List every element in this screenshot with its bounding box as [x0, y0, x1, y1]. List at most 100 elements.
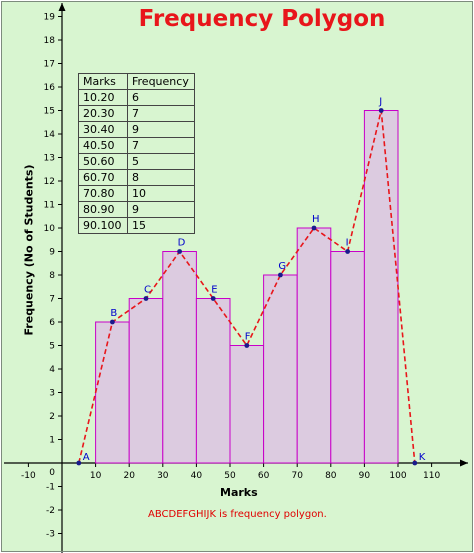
y-tick-label: 5: [49, 342, 55, 352]
y-tick-label: 12: [44, 177, 55, 187]
table-cell-marks: 80.90: [78, 201, 128, 218]
polygon-point: [110, 319, 115, 325]
polygon-point-label: H: [312, 214, 320, 225]
table-row: 10.20 6: [78, 89, 195, 106]
y-tick-label: 4: [49, 365, 55, 375]
table-cell-marks: 30.40: [78, 121, 128, 138]
histogram-bar: [95, 321, 130, 464]
table-cell-marks: 60.70: [78, 169, 128, 186]
origin-label: 0: [49, 468, 55, 478]
frequency-table-body: Marks Frequency 10.20 6 20.30 7 30.40 9 40.50 7 50…: [78, 73, 195, 234]
x-tick-label: 40: [191, 471, 203, 481]
table-cell-marks: 90.100: [78, 217, 128, 234]
histogram-bar: [363, 110, 399, 464]
x-tick-label: 60: [258, 471, 270, 481]
polygon-point-label: J: [378, 97, 382, 108]
y-tick-label: -2: [46, 506, 55, 516]
y-tick-label: 19: [44, 13, 56, 23]
histogram-bar: [162, 251, 197, 464]
polygon-point: [278, 272, 283, 278]
y-axis-label: Frequency (No of Students): [22, 164, 36, 336]
histogram-bar: [296, 227, 332, 464]
polygon-annotation: ABCDEFGHIJK is frequency polygon.: [148, 509, 327, 520]
table-cell-marks: Marks: [78, 73, 128, 90]
table-row: 90.100 15: [78, 217, 195, 234]
table-cell-frequency: 15: [127, 217, 195, 234]
chart-title: Frequency Polygon: [138, 6, 386, 32]
polygon-point: [244, 343, 250, 348]
y-tick-label: 14: [44, 130, 56, 140]
y-tick-label: 18: [44, 36, 56, 46]
table-row: 20.30 7: [78, 105, 195, 122]
polygon-point-label: F: [245, 332, 251, 343]
polygon-points: A B C D E F G H I J K: [76, 97, 426, 466]
x-axis-label: Marks: [220, 486, 258, 499]
y-tick-label: 16: [44, 83, 56, 93]
polygon-point: [210, 296, 216, 301]
x-axis-arrow: [460, 459, 468, 467]
x-tick-label: 110: [423, 471, 440, 481]
frequency-table: Marks Frequency 10.20 6 20.30 7 30.40 9 40.50 7 50…: [78, 73, 195, 234]
bars: [95, 110, 399, 464]
histogram-bar: [128, 298, 164, 464]
y-tick-label: 2: [49, 412, 55, 422]
y-tick-label: 15: [44, 107, 55, 117]
table-row: 60.70 8: [78, 169, 195, 186]
y-tick-label: 7: [49, 295, 55, 305]
x-tick-label: 30: [157, 471, 169, 481]
polygon-point: [345, 249, 350, 254]
x-tick-label: 10: [90, 471, 102, 481]
polygon-point-label: K: [419, 452, 426, 463]
table-cell-marks: 10.20: [78, 89, 128, 106]
polygon-point-label: C: [144, 285, 151, 296]
table-cell-frequency: 6: [127, 89, 195, 106]
polygon-point: [412, 460, 418, 466]
x-tick-label: 20: [123, 471, 135, 481]
table-row: 50.60 5: [78, 153, 195, 170]
y-tick-label: -1: [46, 483, 55, 493]
y-tick-label: 13: [44, 154, 55, 164]
histogram-bar: [195, 298, 231, 464]
y-tick-label: -3: [46, 530, 55, 540]
frequency-polygon-line: [78, 110, 416, 464]
ticks: -10 10 20 30 40 50 60 70 80 90 100 110-3-2-11234567…: [21, 13, 440, 540]
polygon-point: [143, 296, 149, 301]
x-tick-label: -10: [21, 471, 36, 481]
polygon-point: [177, 249, 183, 254]
y-axis-arrow: [58, 3, 66, 11]
histogram-bar: [330, 251, 365, 464]
polygon-point-label: D: [178, 238, 186, 249]
x-tick-label: 100: [389, 471, 406, 481]
table-cell-marks: 50.60: [78, 153, 128, 170]
polygon-point-label: G: [278, 261, 286, 272]
y-tick-label: 9: [49, 248, 55, 258]
table-cell-frequency: 7: [127, 105, 195, 122]
table-cell-marks: 40.50: [78, 137, 128, 154]
x-tick-label: 80: [325, 471, 337, 481]
table-row: 40.50 7: [78, 137, 195, 154]
table-row: 80.90 9: [78, 201, 195, 218]
polygon-line-group: [78, 110, 416, 464]
table-row: 70.80 10: [78, 185, 195, 202]
polygon-point: [311, 225, 317, 231]
table-cell-frequency: 8: [127, 169, 195, 186]
y-tick-label: 10: [44, 224, 56, 234]
table-cell-frequency: 9: [127, 121, 195, 138]
table-cell-frequency: 5: [127, 153, 195, 170]
table-cell-frequency: 10: [127, 185, 195, 202]
y-tick-label: 8: [49, 271, 55, 281]
histogram-bar: [263, 274, 298, 464]
x-tick-label: 90: [359, 471, 371, 481]
x-tick-label: 70: [291, 471, 303, 481]
x-tick-label: 50: [224, 471, 236, 481]
polygon-point-label: I: [346, 238, 349, 249]
table-row: 30.40 9: [78, 121, 195, 138]
histogram-bar: [229, 345, 265, 464]
table-header-row: Marks Frequency: [78, 73, 195, 90]
table-cell-frequency: 7: [127, 137, 195, 154]
polygon-point-label: B: [110, 308, 117, 319]
table-cell-frequency: Frequency: [127, 73, 195, 90]
polygon-point-label: E: [211, 285, 217, 296]
